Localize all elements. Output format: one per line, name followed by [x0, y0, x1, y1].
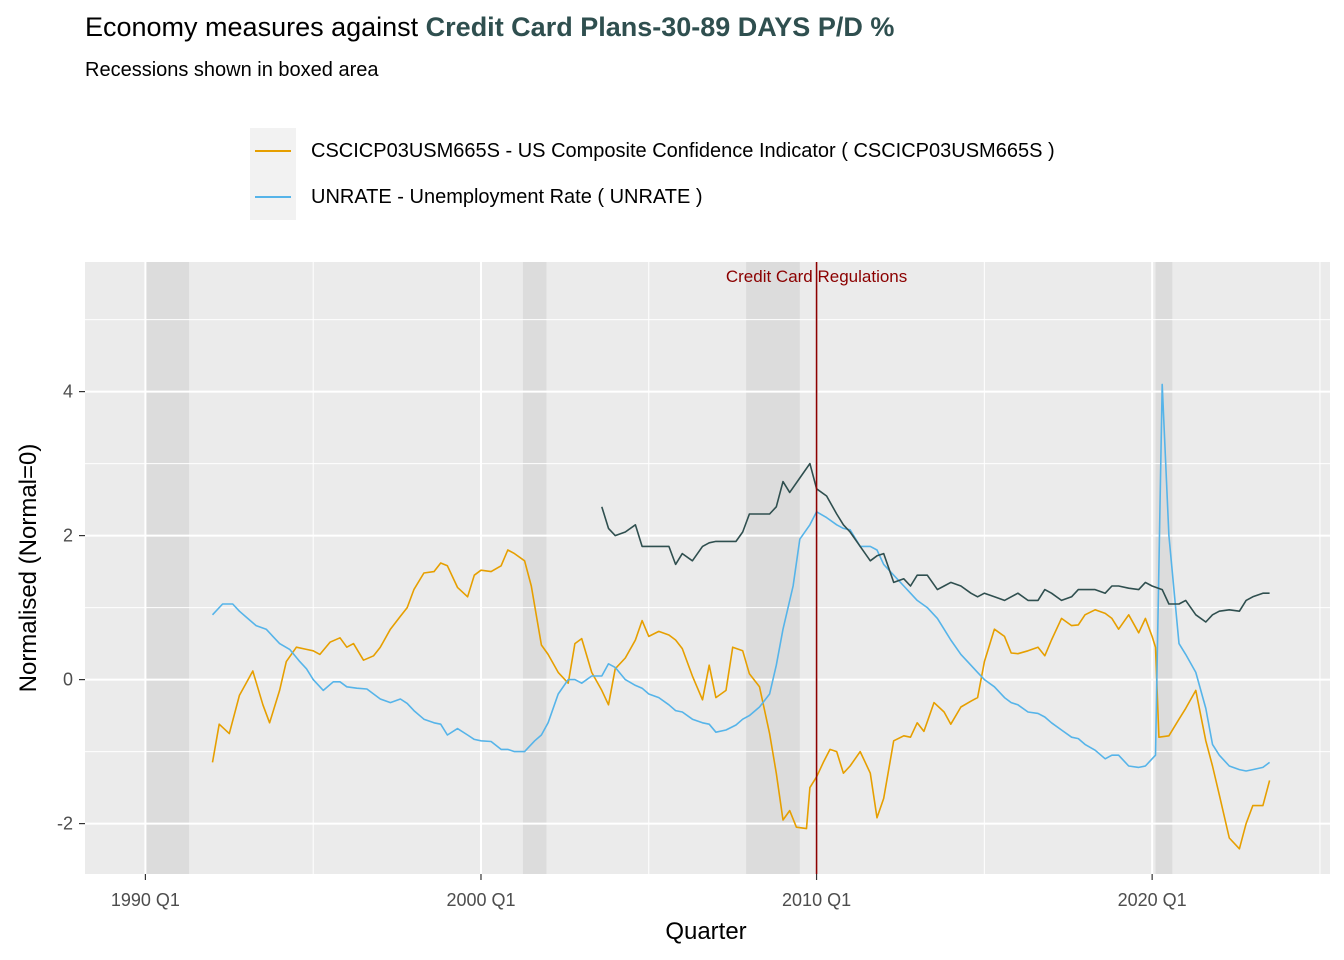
y-tick-label: 0 [63, 670, 73, 690]
legend-key-unrate [250, 174, 296, 220]
x-tick-label: 2020 Q1 [1118, 890, 1187, 910]
legend-label-confidence: CSCICP03USM665S - US Composite Confidenc… [311, 140, 1055, 162]
chart-title: Economy measures against Credit Card Pla… [85, 12, 894, 43]
legend-key-confidence [250, 128, 296, 174]
series-line-1 [211, 383, 1271, 772]
recession-band [145, 262, 190, 874]
chart-title-highlight: Credit Card Plans-30-89 DAYS P/D % [425, 12, 895, 42]
annotation-layer: Credit Card Regulations [726, 262, 907, 874]
x-axis: 1990 Q1 2000 Q1 2010 Q1 2020 Q1 [111, 874, 1187, 910]
y-axis-label: Normalised (Normal=0) [15, 444, 42, 693]
legend-line-unrate [255, 196, 291, 198]
x-tick-label: 2000 Q1 [446, 890, 515, 910]
y-axis: -2 0 2 4 [57, 382, 85, 834]
annotation-label: Credit Card Regulations [726, 267, 907, 286]
recession-band [522, 262, 547, 874]
y-tick-label: 2 [63, 526, 73, 546]
plot-panel [85, 262, 1330, 874]
series-line-2 [601, 462, 1270, 623]
recession-band [746, 262, 800, 874]
y-tick-label: 4 [63, 382, 73, 402]
chart-subtitle: Recessions shown in boxed area [85, 59, 379, 81]
x-tick-label: 1990 Q1 [111, 890, 180, 910]
x-axis-label: Quarter [665, 918, 746, 945]
x-tick-label: 2010 Q1 [782, 890, 851, 910]
recession-band [1155, 262, 1173, 874]
series-lines [211, 383, 1271, 850]
recession-bands [145, 262, 1173, 874]
minor-gridlines [85, 262, 1330, 874]
legend-label-unrate: UNRATE - Unemployment Rate ( UNRATE ) [311, 186, 703, 208]
legend-line-confidence [255, 150, 291, 152]
y-tick-label: -2 [57, 814, 73, 834]
chart-title-prefix: Economy measures against [85, 12, 426, 42]
series-line-0 [211, 549, 1271, 850]
